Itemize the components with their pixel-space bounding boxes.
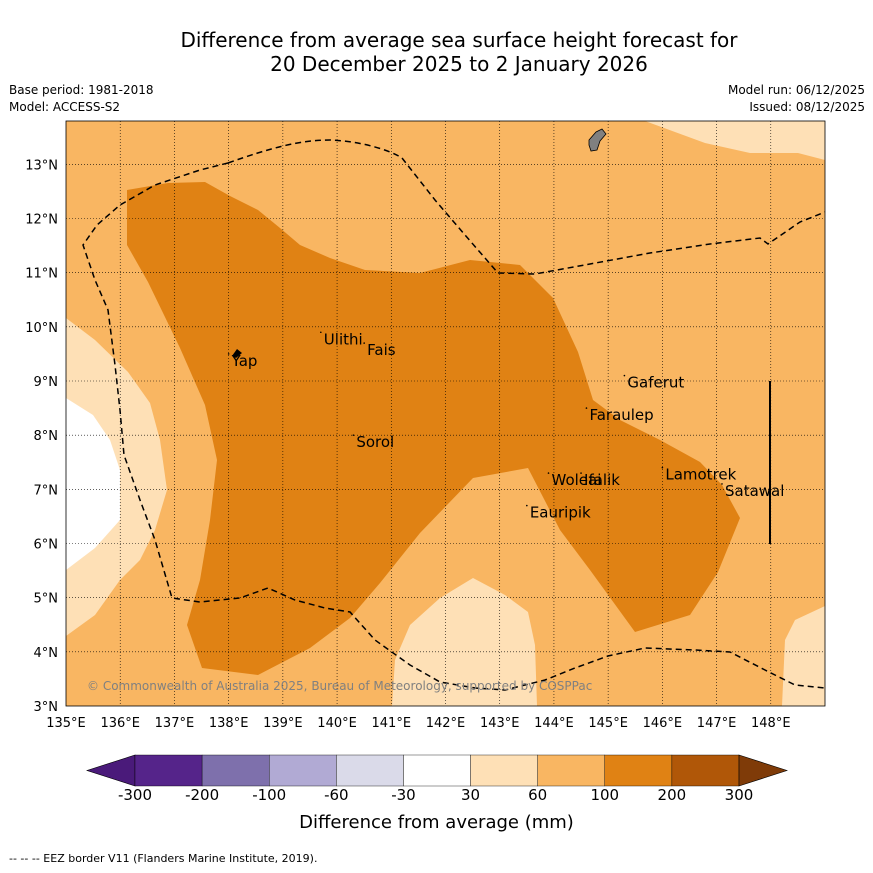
- x-tick-label: 138°E: [209, 716, 249, 731]
- title-line-1: Difference from average sea surface heig…: [180, 28, 738, 52]
- x-tick-label: 142°E: [426, 716, 466, 731]
- map-gridlines: [66, 121, 825, 706]
- colorbar-segment: [269, 754, 337, 787]
- yap-island: [232, 349, 242, 358]
- place-label: Ulithi: [324, 330, 363, 348]
- x-tick-label: 143°E: [480, 716, 520, 731]
- anomaly-30-60-region-northeast: [645, 121, 825, 160]
- place-label: Satawal: [725, 482, 784, 500]
- y-tick-label: 10°N: [25, 321, 58, 336]
- place-marker: [363, 342, 365, 344]
- colorbar-title: Difference from average (mm): [299, 812, 574, 833]
- guam-island: [588, 128, 607, 152]
- colorbar-extend-high: [738, 754, 788, 787]
- colorbar-tick-label: -100: [252, 786, 287, 804]
- colorbar-tick-label: 100: [590, 786, 620, 804]
- x-tick-label: 135°E: [46, 716, 86, 731]
- x-tick-label: 147°E: [697, 716, 737, 731]
- y-tick-label: 4°N: [34, 646, 59, 661]
- place-label: Lamotrek: [665, 466, 736, 484]
- eez-borders: [82, 139, 825, 691]
- colorbar-segment: [470, 754, 538, 787]
- place-marker: [547, 472, 550, 474]
- x-tick-label: 137°E: [155, 716, 195, 731]
- y-tick-label: 13°N: [25, 158, 58, 173]
- place-label: Woleai: [552, 471, 602, 489]
- colorbar: [86, 754, 788, 787]
- place-label: Ifalik: [584, 471, 620, 489]
- y-tick-label: 6°N: [34, 538, 59, 553]
- eez-border-palau-fsm: [82, 162, 825, 691]
- anomaly-100-200-region: [127, 182, 740, 675]
- colorbar-segment: [671, 754, 740, 787]
- y-tick-label: 9°N: [34, 375, 59, 390]
- colorbar-segment: [403, 754, 471, 787]
- anomaly-30-60-region-south: [392, 578, 537, 706]
- x-tick-label: 148°E: [751, 716, 791, 731]
- colorbar-extend-low: [86, 754, 136, 787]
- chart-title: Difference from average sea surface heig…: [0, 28, 873, 76]
- place-marker: [352, 434, 355, 436]
- colorbar-tick-label: -200: [185, 786, 220, 804]
- anomaly-below-30-region-west: [66, 398, 120, 570]
- place-label: Gaferut: [627, 374, 684, 392]
- colorbar-tick-label: -30: [391, 786, 416, 804]
- place-marker: [526, 504, 528, 507]
- place-label: Eauripik: [530, 504, 591, 522]
- eez-legend-note: -- -- -- EEZ border V11 (Flanders Marine…: [9, 852, 318, 865]
- x-tick-label: 144°E: [534, 716, 574, 731]
- eez-border-fsm-outer: [227, 139, 825, 275]
- place-label: Fais: [367, 341, 396, 359]
- colorbar-segment: [134, 754, 203, 787]
- colorbar-segment: [201, 754, 270, 787]
- anomaly-30-60-region-southeast: [782, 606, 825, 706]
- colorbar-tick-label: 60: [528, 786, 548, 804]
- colorbar-tick-label: -60: [324, 786, 349, 804]
- y-tick-label: 5°N: [34, 592, 59, 607]
- meta-right: Model run: 06/12/2025 Issued: 08/12/2025: [728, 82, 865, 116]
- y-tick-label: 3°N: [34, 700, 59, 715]
- colorbar-segment: [604, 754, 673, 787]
- x-tick-label: 136°E: [100, 716, 140, 731]
- x-tick-label: 140°E: [317, 716, 357, 731]
- copyright-note: © Commonwealth of Australia 2025, Bureau…: [87, 679, 592, 693]
- base-period: Base period: 1981-2018: [9, 83, 154, 97]
- issued-date: Issued: 08/12/2025: [749, 100, 865, 114]
- axis-ticks: 135°E 136°E 137°E 138°E 139°E 140°E 141°E 142°E…: [25, 158, 790, 731]
- x-tick-label: 139°E: [263, 716, 303, 731]
- map-frame: [65, 120, 826, 707]
- colorbar-segment: [336, 754, 404, 787]
- y-tick-label: 8°N: [34, 429, 59, 444]
- x-tick-label: 146°E: [643, 716, 683, 731]
- place-marker: [585, 407, 588, 409]
- y-tick-label: 12°N: [25, 213, 58, 228]
- place-marker: [721, 483, 723, 485]
- colorbar-tick-label: 300: [724, 786, 754, 804]
- colorbar-tick-label: 200: [657, 786, 687, 804]
- x-tick-label: 145°E: [588, 716, 628, 731]
- place-label: Sorol: [356, 433, 394, 451]
- colorbar-segment: [537, 754, 605, 787]
- place-marker: [623, 374, 626, 377]
- colorbar-tick-label: 30: [461, 786, 481, 804]
- place-marker: [580, 472, 582, 474]
- y-tick-label: 7°N: [34, 483, 59, 498]
- place-marker: [661, 466, 664, 469]
- model-run: Model run: 06/12/2025: [727, 83, 865, 97]
- place-marker: [227, 353, 230, 355]
- place-label: Faraulep: [589, 406, 653, 424]
- place-marker: [320, 331, 322, 334]
- title-line-2: 20 December 2025 to 2 January 2026: [270, 52, 648, 76]
- y-tick-label: 11°N: [25, 267, 58, 282]
- colorbar-tick-label: -300: [117, 786, 153, 804]
- model-name: Model: ACCESS-S2: [9, 100, 121, 114]
- x-tick-label: 141°E: [372, 716, 412, 731]
- meta-left: Base period: 1981-2018 Model: ACCESS-S2: [9, 82, 154, 116]
- place-label: Yap: [231, 352, 258, 370]
